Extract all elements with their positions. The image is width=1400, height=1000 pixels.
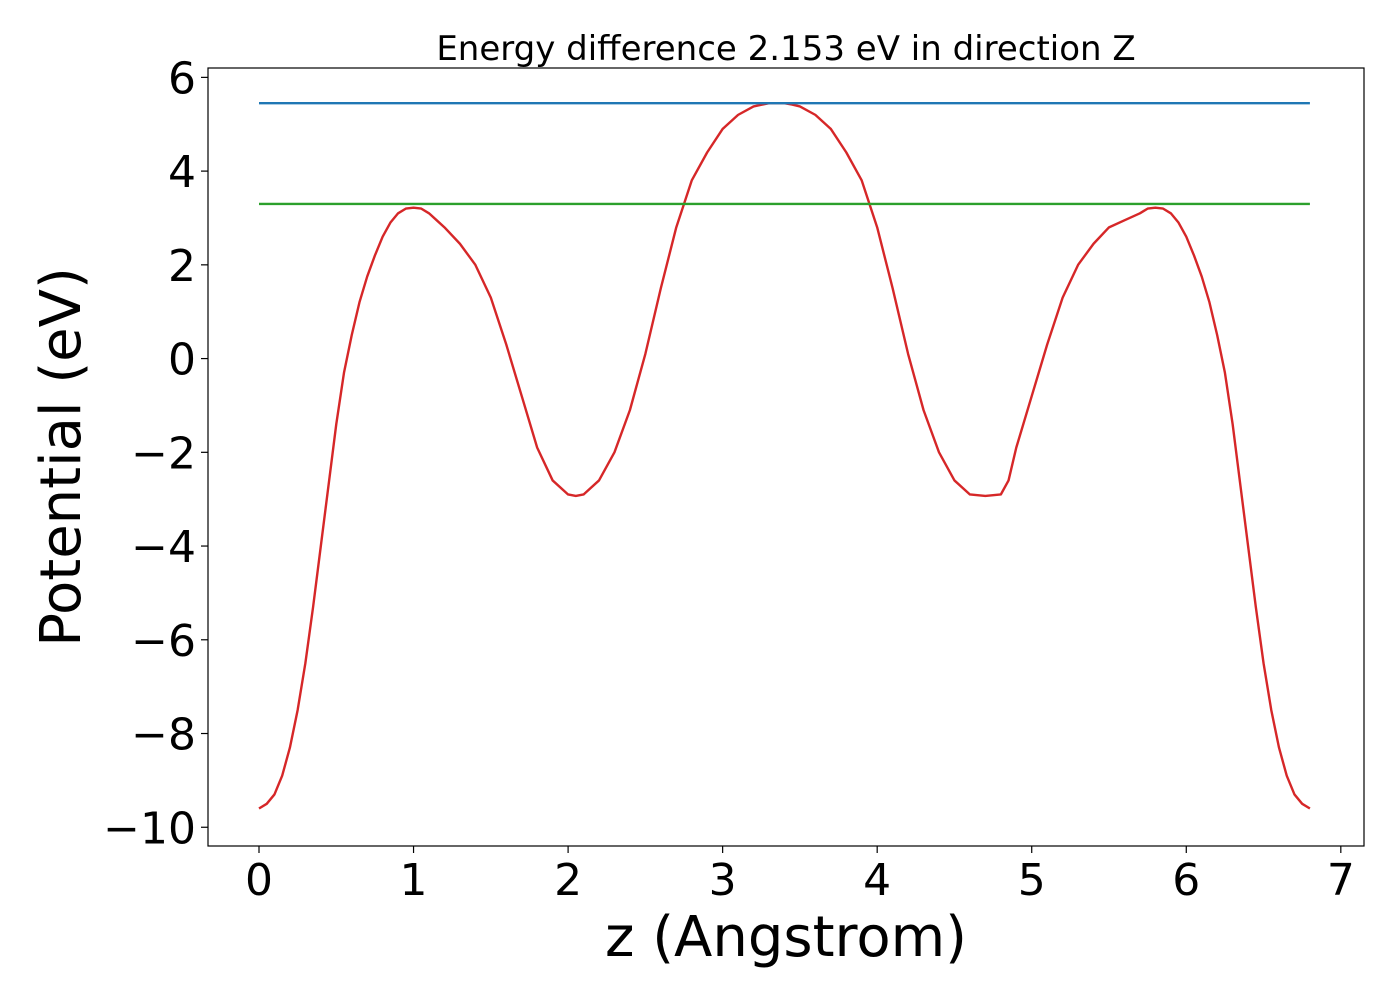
y-axis-label: Potential (eV) — [29, 267, 94, 647]
y-tick-label: −4 — [131, 522, 196, 573]
x-tick-label: 7 — [1327, 855, 1355, 906]
y-tick-label: −2 — [131, 428, 196, 479]
x-tick-label: 6 — [1172, 855, 1200, 906]
x-tick-label: 5 — [1018, 855, 1046, 906]
x-tick-label: 0 — [245, 855, 273, 906]
y-tick-label: 4 — [168, 147, 196, 198]
series-layer — [258, 101, 1311, 810]
y-tick-label: −6 — [131, 616, 196, 667]
y-tick-label: 0 — [168, 335, 196, 386]
x-axis-label: z (Angstrom) — [605, 905, 967, 970]
plot-area — [207, 67, 1365, 847]
y-tick-label: −8 — [131, 710, 196, 761]
x-tick-label: 1 — [400, 855, 428, 906]
plot-frame — [207, 67, 1365, 847]
y-axis-ticks: −10 −8 −6 −4 −2 0 2 4 6 — [103, 53, 208, 854]
x-axis-ticks: 0 1 2 3 4 5 6 7 — [245, 846, 1355, 906]
chart-title: Energy difference 2.153 eV in direction … — [436, 29, 1135, 69]
y-tick-label: 2 — [168, 241, 196, 292]
y-tick-label: 6 — [168, 53, 196, 104]
x-tick-label: 4 — [863, 855, 891, 906]
y-tick-label: −10 — [103, 803, 196, 854]
x-tick-label: 2 — [554, 855, 582, 906]
x-tick-label: 3 — [709, 855, 737, 906]
